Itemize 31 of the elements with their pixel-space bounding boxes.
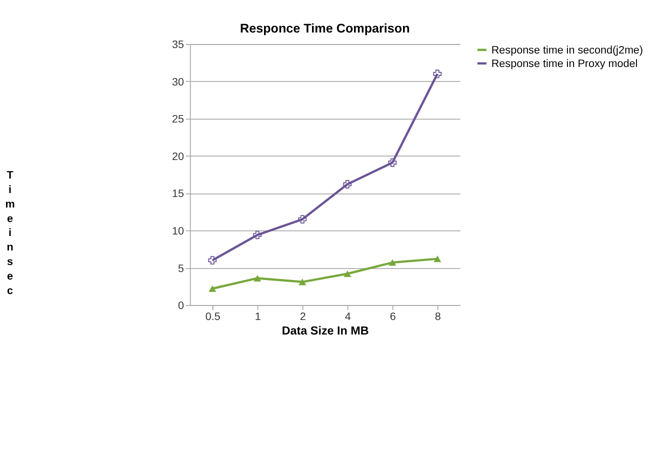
point [253, 230, 262, 240]
y-tick-label: 0 [178, 300, 184, 312]
point [388, 259, 396, 266]
point [433, 70, 442, 78]
y-tick-label: 35 [172, 39, 184, 52]
legend-label: Response time in Proxy model [491, 58, 638, 70]
point [298, 278, 306, 286]
y-tick-label: 20 [172, 150, 184, 163]
y-tick-label: 15 [172, 188, 184, 200]
point [344, 270, 352, 277]
point [254, 274, 262, 282]
point [388, 158, 397, 167]
legend-label: Response time in second(j2me) [491, 44, 644, 56]
y-tick-label: 5 [178, 262, 184, 275]
point [343, 180, 352, 188]
x-tick-label: 1 [254, 310, 261, 323]
x-axis-title: Data Size In MB [282, 324, 369, 338]
chart-title: Responce Time Comparison [240, 21, 410, 36]
x-tick-label: 4 [344, 310, 351, 323]
y-tick-label: 10 [172, 226, 184, 238]
point [298, 215, 307, 224]
x-tick-label: 8 [434, 310, 441, 323]
point [434, 256, 442, 262]
x-tick-label: 0.5 [205, 310, 220, 323]
x-tick-label: 2 [300, 310, 306, 323]
y-tick-label: 25 [172, 114, 184, 126]
point [208, 256, 217, 265]
point [208, 285, 216, 292]
text: Time in sec [5, 170, 15, 297]
y-tick-label: 30 [172, 76, 184, 88]
x-tick-label: 6 [390, 310, 396, 323]
